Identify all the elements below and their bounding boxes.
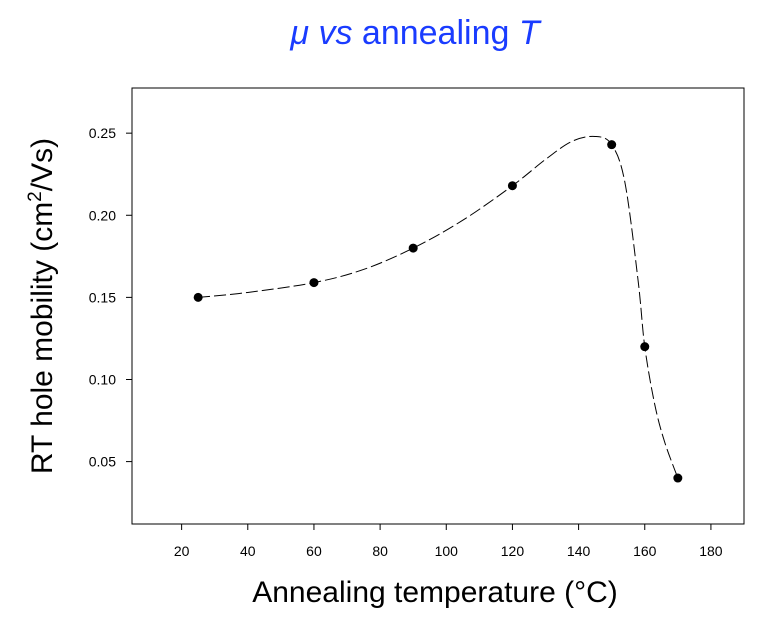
data-point — [640, 342, 650, 352]
x-tick-label: 60 — [306, 543, 322, 559]
y-tick-label: 0.10 — [89, 371, 116, 387]
plot-area-frame — [131, 87, 745, 525]
x-tick-label: 80 — [372, 543, 388, 559]
data-point — [507, 181, 517, 191]
y-tick-label: 0.25 — [89, 125, 116, 141]
data-point — [309, 278, 319, 288]
data-point — [673, 473, 683, 483]
x-tick-label: 100 — [435, 543, 459, 559]
x-tick-label: 140 — [567, 543, 591, 559]
x-tick-label: 120 — [501, 543, 525, 559]
y-axis-label-after: /Vs) — [26, 138, 59, 191]
data-point — [607, 140, 617, 150]
x-tick-label: 180 — [699, 543, 723, 559]
x-tick-label: 160 — [633, 543, 657, 559]
y-tick-label: 0.15 — [89, 289, 116, 305]
title-middle: annealing — [352, 14, 518, 52]
chart-title: μ vs annealing T — [289, 14, 541, 52]
x-tick-label: 20 — [174, 543, 190, 559]
x-axis-label: Annealing temperature (°C) — [252, 576, 618, 609]
y-axis-ticks: 0.05 0.10 0.15 0.20 0.25 — [89, 125, 132, 470]
y-tick-label: 0.20 — [89, 207, 116, 223]
y-axis-label-before: RT hole mobility (cm — [26, 202, 59, 474]
y-axis-label-sup: 2 — [25, 191, 46, 202]
fit-curve-line — [198, 135, 679, 479]
series-layer — [193, 135, 683, 483]
y-tick-label: 0.05 — [89, 454, 116, 470]
data-point — [193, 292, 203, 302]
y-axis-label: RT hole mobility (cm2/Vs) — [25, 138, 59, 474]
title-mu: μ — [289, 14, 309, 52]
title-vs: vs — [309, 14, 352, 52]
x-axis-ticks: 20 40 60 80 100 120 140 160 180 — [174, 524, 723, 559]
x-tick-label: 40 — [240, 543, 256, 559]
data-point — [408, 243, 418, 253]
title-T: T — [519, 14, 542, 52]
